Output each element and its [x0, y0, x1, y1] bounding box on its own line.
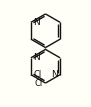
Text: N: N: [51, 70, 58, 79]
Text: Cl: Cl: [33, 70, 41, 79]
Text: N: N: [33, 18, 40, 27]
Text: N: N: [33, 53, 40, 62]
Text: Cl: Cl: [35, 79, 43, 88]
